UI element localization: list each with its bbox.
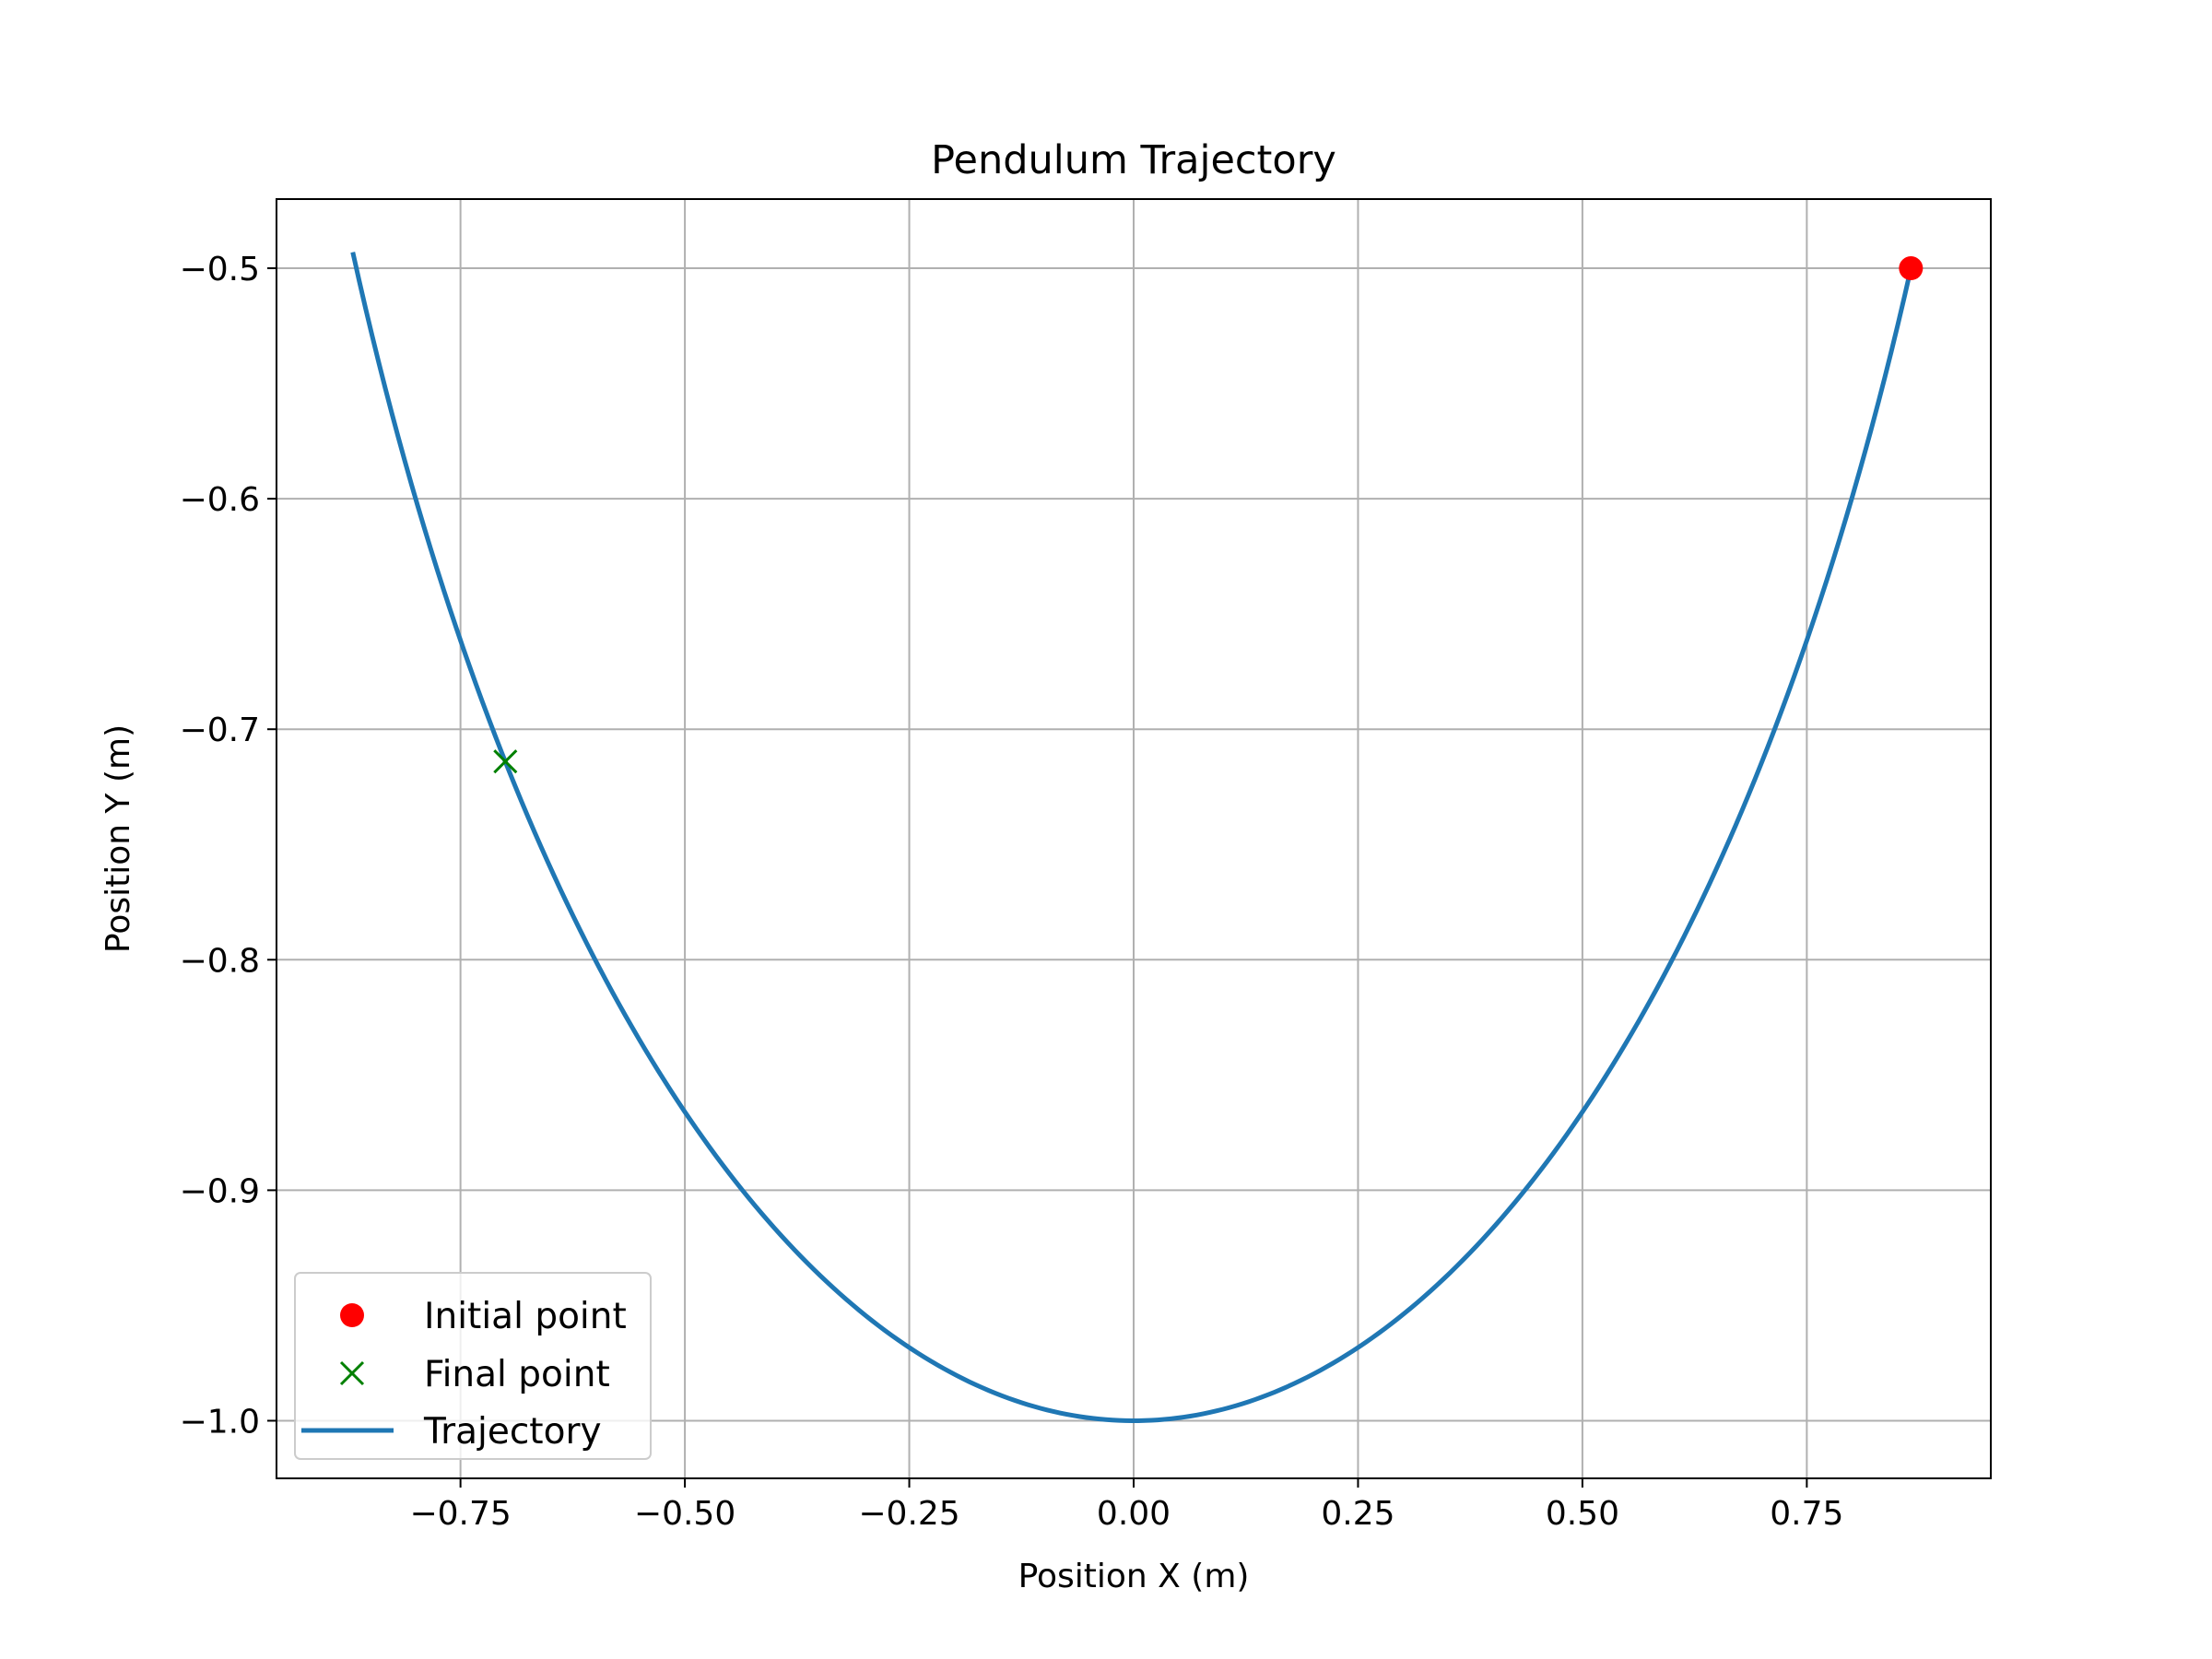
x-tick-label: 0.25 — [1321, 1495, 1394, 1533]
y-tick-label: −1.0 — [180, 1403, 260, 1441]
legend-marker-final-point — [339, 1360, 365, 1386]
x-axis-ticks: −0.75 −0.50 −0.25 0.00 0.25 0.50 0.75 — [409, 1478, 1843, 1533]
y-tick-label: −0.7 — [180, 712, 260, 749]
x-tick-label: 0.75 — [1770, 1495, 1843, 1533]
y-axis-label: Position Y (m) — [100, 724, 137, 953]
x-tick-label: −0.75 — [409, 1495, 511, 1533]
y-tick-label: −0.5 — [180, 251, 260, 288]
y-tick-label: −0.8 — [180, 942, 260, 980]
legend: Initial point Final point Trajectory — [294, 1272, 652, 1460]
legend-marker-initial-point — [340, 1303, 364, 1327]
x-axis-label: Position X (m) — [1018, 1558, 1250, 1595]
y-axis-ticks: −0.5 −0.6 −0.7 −0.8 −0.9 −1.0 — [180, 251, 276, 1441]
trajectory-line — [350, 252, 1913, 1423]
chart-title: Pendulum Trajectory — [931, 137, 1336, 183]
plot-data — [350, 252, 1924, 1423]
final-point-marker — [493, 749, 518, 774]
x-tick-label: 0.00 — [1097, 1495, 1171, 1533]
x-tick-label: −0.50 — [634, 1495, 735, 1533]
x-tick-label: −0.25 — [858, 1495, 959, 1533]
y-tick-label: −0.9 — [180, 1172, 260, 1210]
initial-point-marker — [1899, 256, 1924, 281]
y-tick-label: −0.6 — [180, 481, 260, 519]
legend-label-trajectory: Trajectory — [423, 1411, 602, 1453]
grid — [276, 199, 1991, 1478]
legend-label-final-point: Final point — [424, 1354, 610, 1395]
legend-box — [294, 1272, 652, 1460]
legend-label-initial-point: Initial point — [424, 1296, 627, 1337]
x-tick-label: 0.50 — [1546, 1495, 1619, 1533]
